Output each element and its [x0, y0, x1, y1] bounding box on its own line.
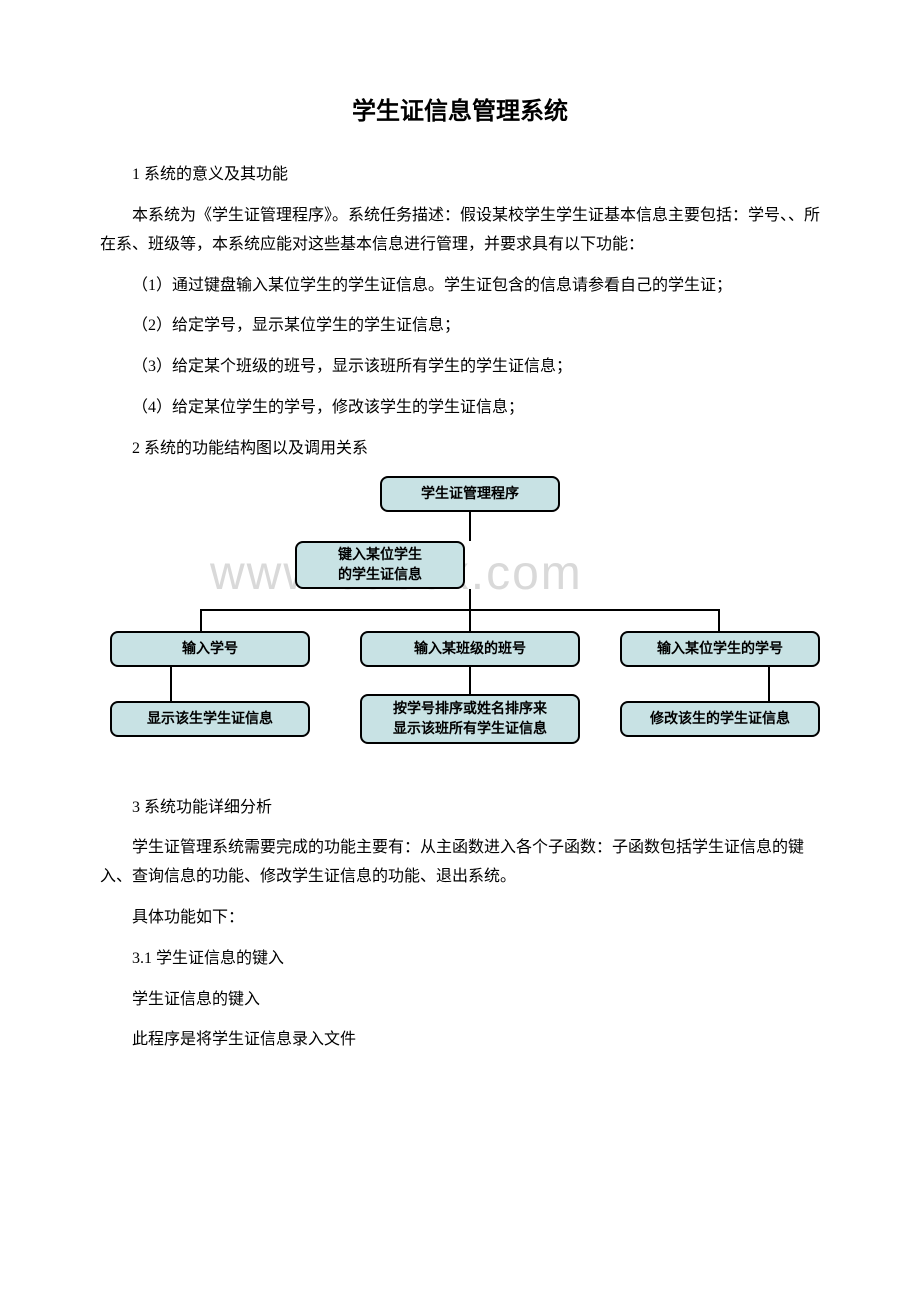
node-d1-label: 显示该生学生证信息 [147, 709, 273, 729]
connector [469, 589, 471, 611]
node-c1-label: 输入学号 [182, 639, 238, 659]
node-c2-label: 输入某班级的班号 [414, 639, 526, 659]
section-3-p3: 3.1 学生证信息的键入 [100, 945, 820, 974]
section-2-heading: 2 系统的功能结构图以及调用关系 [100, 435, 820, 464]
node-root-label: 学生证管理程序 [421, 484, 519, 504]
flowchart-diagram: www.bdocx.com 学生证管理程序 键入某位学生 的学生证信息 输入学号… [100, 476, 820, 776]
section-3-p1: 学生证管理系统需要完成的功能主要有：从主函数进入各个子函数：子函数包括学生证信息… [100, 834, 820, 892]
connector [469, 512, 471, 541]
node-input-student-for-modify: 输入某位学生的学号 [620, 631, 820, 667]
section-3-heading: 3 系统功能详细分析 [100, 794, 820, 823]
node-d2-line1: 按学号排序或姓名排序来 [393, 699, 547, 719]
node-input-line2: 的学生证信息 [338, 565, 422, 585]
node-c3-label: 输入某位学生的学号 [657, 639, 783, 659]
node-modify-student-info: 修改该生的学生证信息 [620, 701, 820, 737]
section-1-p5: （4）给定某位学生的学号，修改该学生的学生证信息； [100, 394, 820, 423]
node-input-studentid: 输入学号 [110, 631, 310, 667]
node-show-student-info: 显示该生学生证信息 [110, 701, 310, 737]
node-root: 学生证管理程序 [380, 476, 560, 512]
section-1-p2: （1）通过键盘输入某位学生的学生证信息。学生证包含的信息请参看自己的学生证； [100, 272, 820, 301]
connector [200, 609, 202, 631]
section-3-p2: 具体功能如下： [100, 904, 820, 933]
node-sort-show-class: 按学号排序或姓名排序来 显示该班所有学生证信息 [360, 694, 580, 744]
connector [718, 609, 720, 631]
node-d2-line2: 显示该班所有学生证信息 [393, 719, 547, 739]
node-keyboard-input: 键入某位学生 的学生证信息 [295, 541, 465, 589]
section-1-p3: （2）给定学号，显示某位学生的学生证信息； [100, 312, 820, 341]
section-3-p4: 学生证信息的键入 [100, 986, 820, 1015]
section-3-p5: 此程序是将学生证信息录入文件 [100, 1026, 820, 1055]
section-1-p1: 本系统为《学生证管理程序》。系统任务描述：假设某校学生学生证基本信息主要包括：学… [100, 202, 820, 260]
connector [469, 609, 471, 631]
section-1-heading: 1 系统的意义及其功能 [100, 161, 820, 190]
node-input-classid: 输入某班级的班号 [360, 631, 580, 667]
section-1-p4: （3）给定某个班级的班号，显示该班所有学生的学生证信息； [100, 353, 820, 382]
node-d3-label: 修改该生的学生证信息 [650, 709, 790, 729]
node-input-line1: 键入某位学生 [338, 545, 422, 565]
connector [200, 609, 720, 611]
page-title: 学生证信息管理系统 [100, 90, 820, 133]
